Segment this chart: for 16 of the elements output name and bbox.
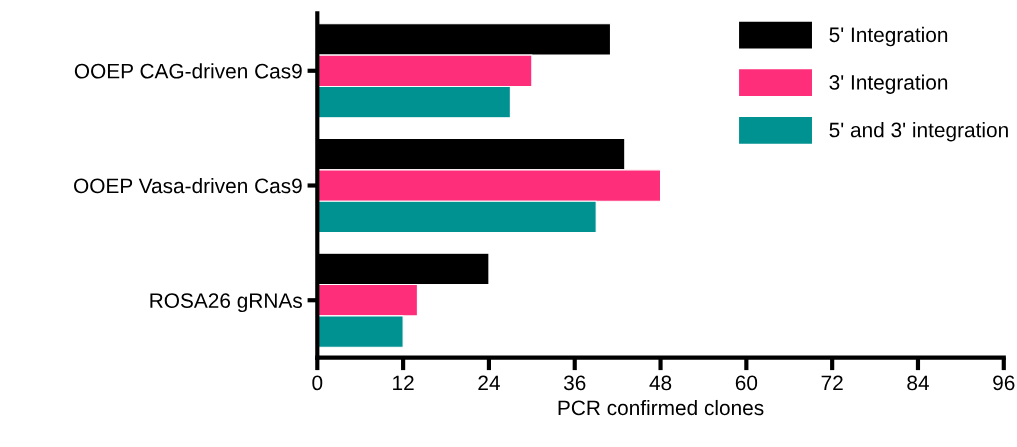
legend-label: 5' and 3' integration	[829, 122, 1008, 142]
x-tick-label: 84	[907, 375, 929, 391]
legend-label: 5' Integration	[829, 26, 948, 47]
x-tick-label: 0	[312, 375, 323, 391]
y-tick-label: OOEP CAG-driven Cas9	[74, 63, 302, 79]
x-tick-label: 12	[393, 375, 414, 391]
y-tick-label: ROSA26 gRNAs	[150, 293, 302, 313]
x-axis-title: PCR confirmed clones	[558, 399, 764, 416]
legend-label: 3' Integration	[829, 74, 948, 94]
x-tick-label: 24	[478, 375, 500, 391]
x-tick-label: 48	[649, 375, 672, 391]
x-tick-label: 72	[821, 375, 843, 391]
x-tick-label: 96	[993, 375, 1015, 391]
x-tick-label: 60	[735, 375, 758, 391]
x-tick-label: 36	[563, 375, 586, 391]
y-tick-label: OOEP Vasa-driven Cas9	[74, 177, 302, 194]
